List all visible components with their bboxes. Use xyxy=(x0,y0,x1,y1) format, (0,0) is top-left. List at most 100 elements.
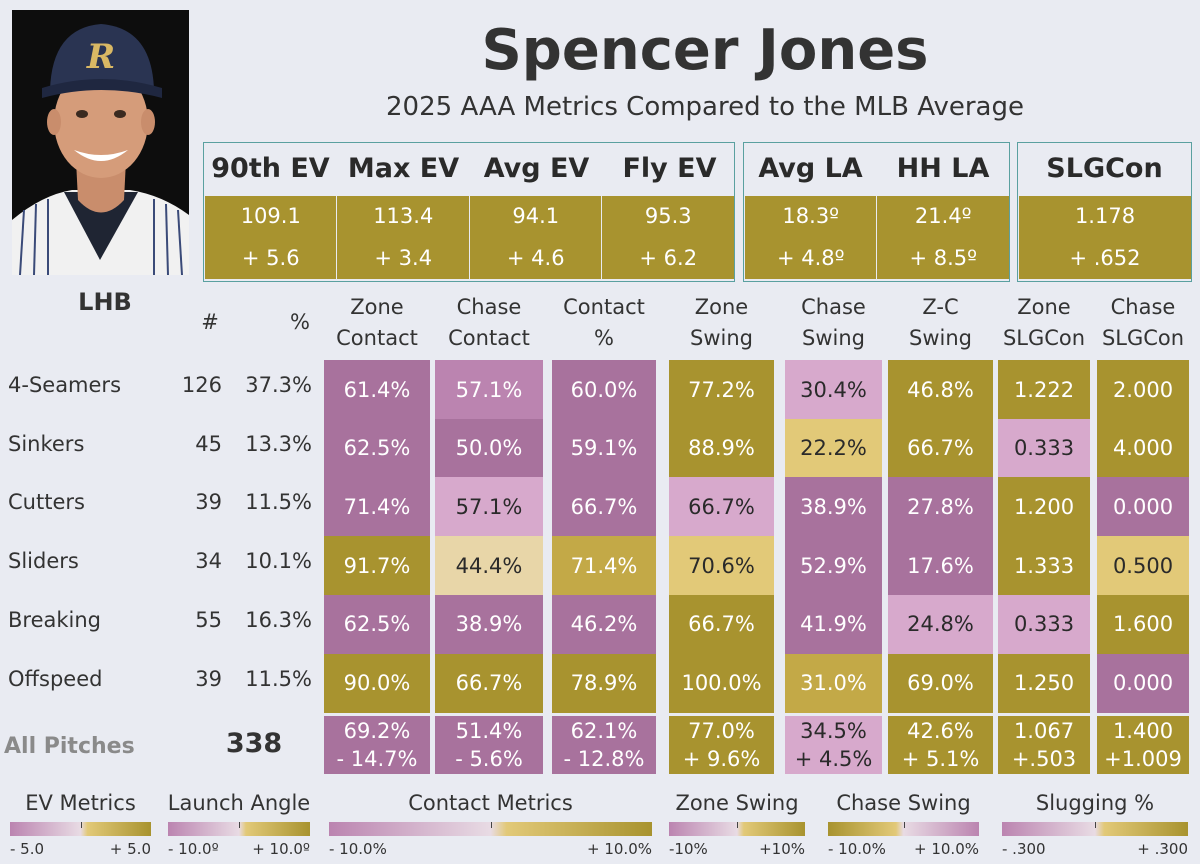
all-pitches-cell xyxy=(669,716,774,774)
pitch-percentage: 13.3% xyxy=(245,431,312,456)
metric-cell: 88.9% xyxy=(669,418,774,478)
all-pitches-value: 1.067 xyxy=(1013,719,1075,743)
cap-logo: R xyxy=(86,37,115,77)
pitch-type-label: 4-Seamers xyxy=(8,373,122,397)
metric-cell: 17.6% xyxy=(888,536,993,596)
metric-cell: 57.1% xyxy=(435,360,543,420)
metric-cell: 0.333 xyxy=(998,418,1090,478)
all-pitches-diff: +.503 xyxy=(1011,747,1077,771)
all-pitches-diff: - 14.7% xyxy=(336,747,418,771)
pitch-type-label: Sinkers xyxy=(8,431,85,456)
player-headshot-image: R xyxy=(12,10,189,275)
metric-cell: 46.2% xyxy=(552,594,656,654)
all-pitches-value: 62.1% xyxy=(570,719,638,743)
metric-cell: 38.9% xyxy=(785,477,882,537)
la_box-value: 18.3º xyxy=(782,204,840,228)
ev_box-cell xyxy=(469,196,601,279)
legend-low-label: - 10.0% xyxy=(828,840,886,858)
metric-cell: 0.333 xyxy=(998,594,1090,654)
all-pitches-cell xyxy=(998,716,1090,774)
legend-low-label: - .300 xyxy=(1002,840,1046,858)
column-header-line: Chase xyxy=(456,295,522,319)
metric-cell: 69.0% xyxy=(888,653,993,713)
ev_box-cell xyxy=(204,196,336,279)
metric-cell: 61.4% xyxy=(324,360,430,420)
la_box-diff: + 4.8º xyxy=(776,246,845,270)
legend-title: Slugging % xyxy=(1035,791,1155,815)
ev-header-max: Max EV xyxy=(347,153,460,184)
column-header-line: Zone xyxy=(1017,295,1071,319)
legend-low-label: - 10.0% xyxy=(329,840,387,858)
legend-midpoint-tick xyxy=(490,822,492,828)
legend-high-label: + 10.0% xyxy=(587,840,652,858)
metric-cell: 70.6% xyxy=(669,536,774,596)
metric-cell: 50.0% xyxy=(435,418,543,478)
la-header-hh: HH LA xyxy=(896,153,990,184)
all-pitches-diff: - 5.6% xyxy=(455,747,523,771)
pitch-percentage: 11.5% xyxy=(245,666,312,691)
legend-midpoint-tick xyxy=(1095,822,1096,828)
metric-cell: 4.000 xyxy=(1097,418,1189,478)
slg_box-value: 1.178 xyxy=(1074,204,1136,228)
legend-midpoint-tick xyxy=(239,822,240,828)
metric-cell: 59.1% xyxy=(552,418,656,478)
ev_box-diff: + 4.6 xyxy=(506,246,565,270)
ev_box-value: 113.4 xyxy=(373,204,434,228)
metric-cell: 77.2% xyxy=(669,360,774,420)
all-pitches-count: 338 xyxy=(225,728,283,759)
metric-cell: 52.9% xyxy=(785,536,882,596)
column-header-line: Contact xyxy=(336,326,418,350)
legend-title: Chase Swing xyxy=(836,791,971,815)
all-pitches-diff: + 4.5% xyxy=(794,747,873,771)
pitch-count: 39 xyxy=(195,666,222,691)
legend-gradient-bar xyxy=(828,822,979,836)
metric-cell: 78.9% xyxy=(552,653,656,713)
pitch-count: 45 xyxy=(195,431,222,456)
metric-cell: 66.7% xyxy=(888,418,993,478)
la_box-value: 21.4º xyxy=(914,204,972,228)
metric-cell: 66.7% xyxy=(669,594,774,654)
all-pitches-cell xyxy=(888,716,993,774)
legend-title: Zone Swing xyxy=(675,791,799,815)
column-header-line: SLGCon xyxy=(1002,326,1086,350)
metric-cell: 90.0% xyxy=(324,653,430,713)
column-header-1: Chase Contact xyxy=(435,292,543,354)
slg_box-cell xyxy=(1018,196,1191,279)
metric-cell: 57.1% xyxy=(435,477,543,537)
all-pitches-cell xyxy=(1097,716,1189,774)
pitch-count: 55 xyxy=(195,607,222,632)
metric-cell: 30.4% xyxy=(785,360,882,420)
column-header-line: Zone xyxy=(350,295,404,319)
metric-cell: 1.200 xyxy=(998,477,1090,537)
pitch-type-label: Offspeed xyxy=(8,666,103,691)
metric-cell: 66.7% xyxy=(669,477,774,537)
legend-gradient-bar xyxy=(168,822,310,836)
metric-cell: 71.4% xyxy=(324,477,430,537)
metric-cell: 62.5% xyxy=(324,594,430,654)
column-header-line: Swing xyxy=(909,326,972,350)
column-header-line: Chase xyxy=(801,295,866,319)
all-pitches-cell xyxy=(785,716,882,774)
ev-header-90th: 90th EV xyxy=(211,153,330,184)
legend-title: EV Metrics xyxy=(25,791,136,815)
column-header-line: Z-C xyxy=(922,295,959,319)
column-header-line: Zone xyxy=(694,295,749,319)
pitch-count: 39 xyxy=(195,490,222,515)
legend-midpoint-tick xyxy=(80,822,82,828)
legend-midpoint-tick xyxy=(903,822,905,828)
la_box-diff: + 8.5º xyxy=(909,246,978,270)
all-pitches-value: 42.6% xyxy=(907,719,974,743)
metric-cell: 24.8% xyxy=(888,594,993,654)
column-header-3: Zone Swing xyxy=(669,292,774,354)
all-pitches-value: 51.4% xyxy=(455,719,523,743)
ev_box-diff: + 6.2 xyxy=(639,246,698,270)
legend-low-label: - 10.0º xyxy=(168,840,219,858)
legend-gradient-bar xyxy=(669,822,805,836)
metric-cell: 22.2% xyxy=(785,418,882,478)
legend-title: Launch Angle xyxy=(167,791,311,815)
pitch-type-label: Cutters xyxy=(8,490,85,515)
column-header-line: Contact xyxy=(563,295,645,319)
column-header-4: Chase Swing xyxy=(785,292,882,354)
pitch-count: 126 xyxy=(181,373,222,397)
slgcon-header: SLGCon xyxy=(1046,153,1163,184)
